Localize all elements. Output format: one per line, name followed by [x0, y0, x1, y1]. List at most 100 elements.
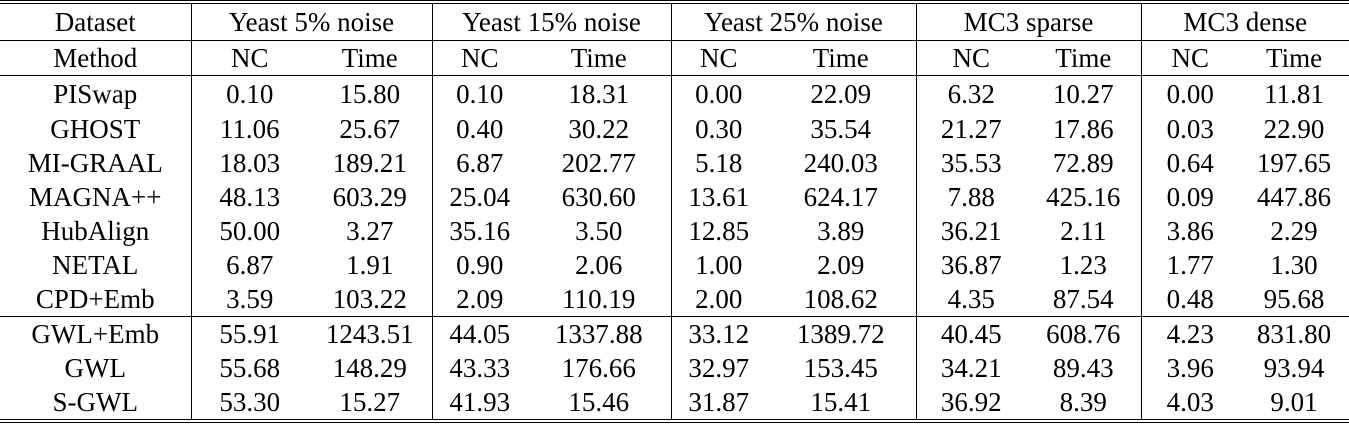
nc-value: 12.85: [688, 216, 750, 246]
method-name: PISwap: [0, 75, 192, 112]
table-row: HubAlign 50.00 3.27 35.16 3.50 12.85 3.89 36.21…: [0, 214, 1349, 248]
time-value: 9.01: [1270, 387, 1318, 417]
nc-value: 0.00: [1166, 79, 1214, 109]
dataset-header: Yeast 15% noise: [432, 2, 672, 41]
metric-header: NC: [916, 40, 1027, 76]
metric-header: NC: [1141, 40, 1240, 76]
time-value: 15.46: [527, 385, 672, 421]
nc-value: 41.93: [449, 387, 511, 417]
time-value: 22.90: [1263, 114, 1325, 144]
time-value: 447.86: [1256, 182, 1332, 212]
time-value: 89.43: [1026, 351, 1142, 385]
time-value: 1243.51: [308, 316, 433, 351]
method-name: MAGNA++: [0, 180, 192, 214]
dataset-header: MC3 sparse: [916, 2, 1142, 41]
nc-value: 6.87: [456, 148, 504, 178]
nc-value: 34.21: [940, 353, 1002, 383]
nc-value: 0.64: [1166, 148, 1214, 178]
time-value: 176.66: [527, 351, 672, 385]
time-value: 30.22: [527, 112, 672, 146]
nc-value: 32.97: [688, 353, 750, 383]
method-name: CPD+Emb: [0, 282, 192, 317]
metric-header: Time: [527, 40, 672, 76]
method-name: MI-GRAAL: [0, 146, 192, 180]
time-value: 1337.88: [527, 316, 672, 351]
time-value: 15.80: [308, 75, 433, 112]
table-row: MAGNA++ 48.13 603.29 25.04 630.60 13.61 624.17…: [0, 180, 1349, 214]
method-name: GWL+Emb: [0, 316, 192, 351]
table-row: GWL 55.68 148.29 43.33 176.66 32.97 153.45 34.2…: [0, 351, 1349, 385]
time-value: 197.65: [1256, 148, 1332, 178]
time-value: 25.67: [308, 112, 433, 146]
nc-value: 21.27: [940, 114, 1002, 144]
table-row: CPD+Emb 3.59 103.22 2.09 110.19 2.00 108.62 4.3…: [0, 282, 1349, 317]
table-row: GHOST 11.06 25.67 0.40 30.22 0.30 35.54 21.27 17…: [0, 112, 1349, 146]
time-value: 110.19: [527, 282, 672, 317]
nc-value: 55.68: [219, 353, 281, 383]
nc-value: 0.10: [456, 79, 504, 109]
nc-value: 6.32: [947, 79, 995, 109]
time-value: 1.23: [1026, 248, 1142, 282]
time-value: 3.50: [527, 214, 672, 248]
time-value: 153.45: [766, 351, 917, 385]
time-value: 93.94: [1263, 353, 1325, 383]
time-value: 10.27: [1026, 75, 1142, 112]
time-value: 17.86: [1026, 112, 1142, 146]
nc-value: 6.87: [226, 250, 274, 280]
nc-value: 50.00: [219, 216, 281, 246]
nc-value: 4.23: [1141, 316, 1240, 351]
metric-header: NC: [671, 40, 767, 76]
time-value: 1.30: [1270, 250, 1318, 280]
nc-value: 0.90: [456, 250, 504, 280]
time-value: 8.39: [1026, 385, 1142, 421]
table-row: PISwap 0.10 15.80 0.10 18.31 0.00 22.09 6.32 10.…: [0, 75, 1349, 112]
dataset-header: Yeast 5% noise: [191, 2, 433, 41]
nc-value: 53.30: [219, 387, 281, 417]
nc-value: 35.53: [940, 148, 1002, 178]
time-value: 148.29: [308, 351, 433, 385]
metric-header: Time: [766, 40, 917, 76]
nc-value: 7.88: [947, 182, 995, 212]
method-label: Method: [0, 40, 192, 76]
nc-value: 0.10: [226, 79, 274, 109]
nc-value: 0.48: [1166, 284, 1214, 314]
nc-value: 25.04: [449, 182, 511, 212]
nc-value: 0.40: [456, 114, 504, 144]
nc-value: 11.06: [219, 114, 280, 144]
nc-value: 40.45: [916, 316, 1027, 351]
dataset-header: MC3 dense: [1141, 2, 1349, 41]
nc-value: 2.00: [695, 284, 743, 314]
time-value: 103.22: [308, 282, 433, 317]
time-value: 15.41: [766, 385, 917, 421]
nc-value: 1.00: [695, 250, 743, 280]
nc-value: 55.91: [191, 316, 308, 351]
time-value: 240.03: [766, 146, 917, 180]
nc-value: 0.09: [1166, 182, 1214, 212]
nc-value: 31.87: [688, 387, 750, 417]
metric-header: NC: [191, 40, 308, 76]
time-value: 35.54: [766, 112, 917, 146]
time-value: 11.81: [1264, 79, 1324, 109]
time-value: 72.89: [1026, 146, 1142, 180]
time-value: 108.62: [766, 282, 917, 317]
nc-value: 35.16: [449, 216, 511, 246]
nc-value: 0.00: [695, 79, 743, 109]
dataset-label: Dataset: [0, 2, 192, 41]
time-value: 87.54: [1026, 282, 1142, 317]
time-value: 3.89: [766, 214, 917, 248]
method-name: GWL: [0, 351, 192, 385]
nc-value: 36.87: [940, 250, 1002, 280]
nc-value: 3.86: [1166, 216, 1214, 246]
time-value: 18.31: [527, 75, 672, 112]
time-value: 22.09: [766, 75, 917, 112]
table-row: MI-GRAAL 18.03 189.21 6.87 202.77 5.18 240.03 3…: [0, 146, 1349, 180]
table-row: GWL+Emb 55.91 1243.51 44.05 1337.88 33.12 1389…: [0, 316, 1349, 351]
nc-value: 33.12: [671, 316, 767, 351]
time-value: 1389.72: [766, 316, 917, 351]
time-value: 608.76: [1026, 316, 1142, 351]
time-value: 3.27: [308, 214, 433, 248]
time-value: 630.60: [527, 180, 672, 214]
nc-value: 0.30: [695, 114, 743, 144]
nc-value: 36.21: [940, 216, 1002, 246]
nc-value: 3.59: [226, 284, 274, 314]
